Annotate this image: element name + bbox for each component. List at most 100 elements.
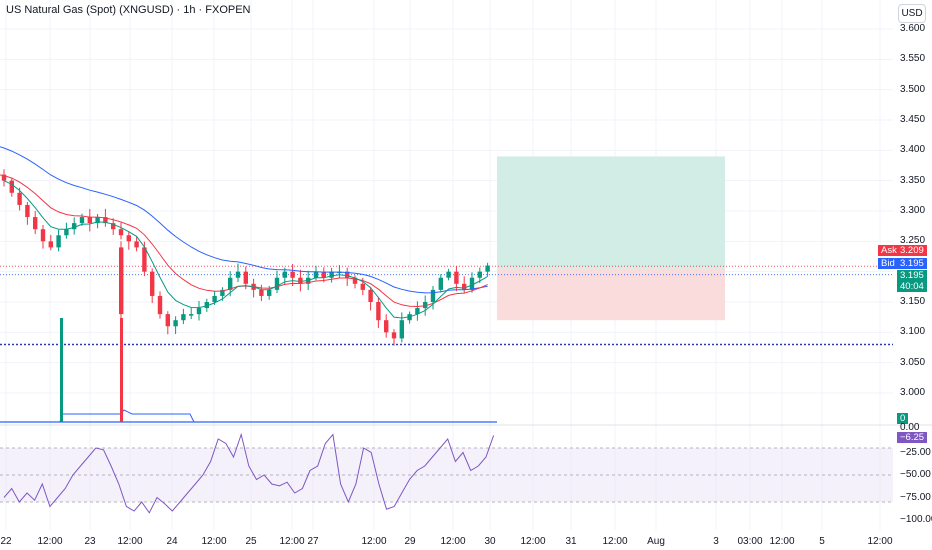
oscillator-axis-label: −25.00 [900, 446, 931, 458]
candle [56, 235, 61, 248]
candle [204, 302, 209, 309]
candle [118, 229, 124, 236]
volume-line [59, 409, 195, 423]
stop-loss-zone [497, 268, 725, 321]
candle [243, 271, 248, 284]
price-axis-label: 3.150 [900, 296, 926, 307]
oscillator-line [3, 432, 495, 514]
candle [384, 320, 389, 333]
candle [150, 271, 155, 296]
candle [126, 235, 131, 242]
candle [33, 217, 38, 230]
symbol-title[interactable]: US Natural Gas (Spot) (XNGUSD) · 1h · FX… [6, 4, 251, 16]
price-axis-label: 3.250 [900, 235, 926, 247]
candle [103, 217, 108, 224]
candle [298, 277, 303, 284]
candle [79, 217, 85, 224]
candle [477, 271, 482, 278]
time-axis-label: 12:00 [769, 536, 795, 547]
candle [399, 320, 404, 339]
time-axis-label: 12:00 [440, 536, 466, 547]
candle [87, 217, 92, 224]
bid-label: Bid [878, 258, 898, 269]
candle [274, 277, 280, 290]
price-axis-label: 3.000 [900, 387, 926, 398]
price-axis-label: 3.350 [900, 174, 926, 186]
candle [345, 271, 350, 278]
time-axis-label: 12:00 [117, 536, 143, 547]
candle [95, 217, 100, 224]
ask-price-tag: 3.209 [897, 245, 927, 256]
moving-average-green [3, 180, 488, 319]
price-axis-label: 3.500 [900, 83, 926, 95]
time-axis-label: 22 [0, 536, 12, 547]
candle [485, 265, 490, 272]
candle [469, 277, 475, 290]
candle [17, 192, 22, 205]
candle [415, 308, 420, 315]
time-axis-label: 12:00 [361, 536, 387, 547]
candle [391, 332, 397, 339]
candle [142, 247, 147, 272]
candle [40, 229, 46, 242]
time-axis-label: 03:00 [737, 536, 763, 547]
take-profit-zone [497, 156, 725, 269]
candle [313, 271, 319, 278]
price-axis-label: 3.450 [900, 114, 926, 125]
oscillator-axis-label: −50.00 [900, 469, 931, 480]
price-axis-label: 3.050 [900, 356, 926, 368]
price-axis-label: 3.400 [900, 144, 926, 156]
time-axis-label: 31 [565, 536, 577, 547]
volume-spike-red [120, 318, 123, 422]
time-axis-label: Aug [647, 536, 665, 547]
time-axis-label: 5 [819, 536, 825, 547]
time-axis-label: 12:00 [279, 536, 305, 547]
time-axis-label: 29 [404, 536, 416, 547]
candle [134, 241, 139, 248]
candle [181, 314, 186, 321]
bid-price-tag: 3.195 [897, 258, 927, 269]
candle [111, 223, 116, 230]
candle [212, 295, 217, 302]
candle [165, 314, 170, 327]
oscillator-axis-label: −75.00 [900, 491, 931, 503]
candle [454, 271, 459, 284]
oscillator-axis-label: −100.00 [900, 514, 932, 525]
time-axis-label: 12:00 [201, 536, 227, 547]
time-axis-label: 3 [713, 536, 719, 547]
moving-average-blue [0, 146, 488, 294]
candle [368, 289, 373, 302]
candle [259, 289, 264, 296]
candle [329, 271, 334, 278]
candle [173, 320, 178, 327]
candle [290, 271, 295, 278]
candle [196, 308, 202, 315]
candle [157, 295, 163, 315]
candle [72, 223, 77, 230]
price-axis-label: 3.550 [900, 53, 926, 65]
currency-button[interactable]: USD [898, 4, 926, 23]
candle [376, 302, 381, 321]
candle [64, 229, 69, 236]
ask-label: Ask [878, 245, 900, 256]
candle [119, 247, 124, 315]
candle [220, 289, 225, 296]
candle [352, 277, 358, 284]
volume-spike-green [60, 318, 63, 422]
candle [423, 302, 428, 309]
candle [430, 289, 436, 302]
time-axis-label: 25 [245, 536, 257, 547]
candle [282, 271, 287, 278]
time-axis-label: 12:00 [37, 536, 63, 547]
time-axis-label: 12:00 [602, 536, 628, 547]
time-axis-label: 24 [166, 536, 178, 547]
candle [189, 314, 194, 316]
time-axis-label: 12:00 [520, 536, 546, 547]
countdown-tag: 40:04 [897, 281, 927, 292]
candle [48, 241, 53, 248]
time-axis-label: 30 [484, 536, 496, 547]
price-axis-label: 3.100 [900, 326, 926, 338]
candle [267, 289, 272, 296]
